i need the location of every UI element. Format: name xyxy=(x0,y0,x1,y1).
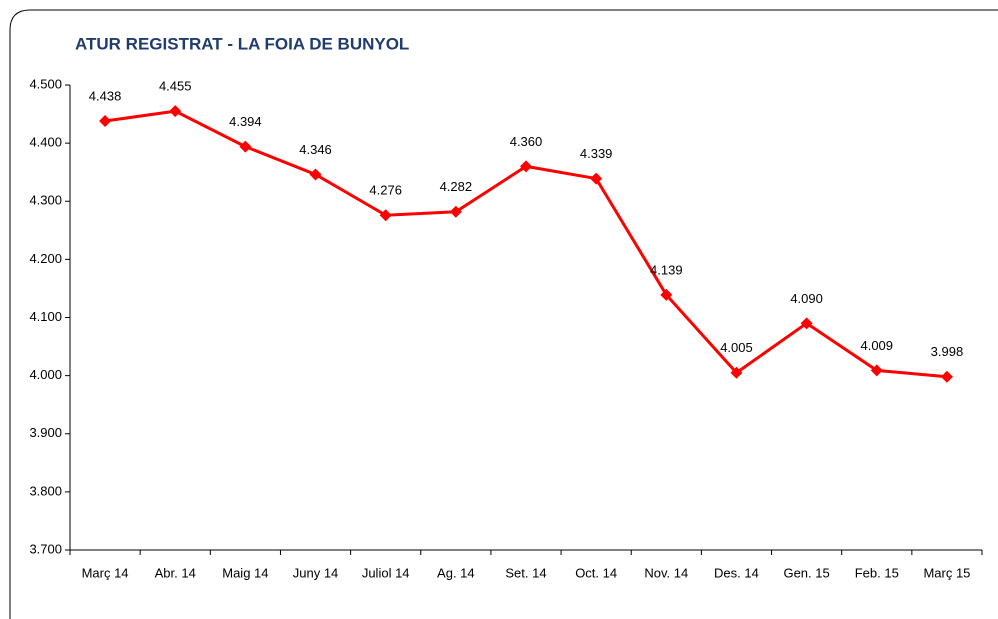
x-tick-label: Gen. 15 xyxy=(783,565,829,580)
x-tick-label: Març 15 xyxy=(923,565,970,580)
data-label: 4.455 xyxy=(159,79,192,94)
y-tick-label: 4.300 xyxy=(29,193,62,208)
point-marker xyxy=(800,317,813,330)
y-tick-label: 4.400 xyxy=(29,135,62,150)
point-marker xyxy=(870,364,883,377)
point-marker xyxy=(590,172,603,185)
point-marker xyxy=(379,209,392,222)
y-tick-label: 3.900 xyxy=(29,425,62,440)
y-tick-label: 3.700 xyxy=(29,541,62,556)
x-tick-label: Ag. 14 xyxy=(437,565,475,580)
x-tick-label: Abr. 14 xyxy=(155,565,196,580)
data-label: 3.998 xyxy=(931,344,964,359)
point-marker xyxy=(730,366,743,379)
point-marker xyxy=(309,168,322,181)
point-marker xyxy=(239,140,252,153)
y-tick-label: 4.100 xyxy=(29,309,62,324)
y-tick-label: 4.200 xyxy=(29,251,62,266)
point-marker xyxy=(99,115,112,128)
point-marker xyxy=(520,160,532,173)
data-label: 4.346 xyxy=(299,142,332,157)
data-label: 4.276 xyxy=(369,183,402,198)
point-marker xyxy=(940,370,953,383)
x-tick-label: Feb. 15 xyxy=(855,565,899,580)
point-marker xyxy=(169,105,182,118)
data-label: 4.438 xyxy=(89,88,122,103)
x-tick-label: Nov. 14 xyxy=(644,565,688,580)
data-label: 4.139 xyxy=(650,262,683,277)
data-label: 4.360 xyxy=(510,134,543,149)
data-label: 4.282 xyxy=(440,179,473,194)
x-tick-label: Juliol 14 xyxy=(362,565,410,580)
x-tick-label: Oct. 14 xyxy=(575,565,617,580)
y-tick-label: 4.500 xyxy=(29,76,62,91)
x-tick-label: Juny 14 xyxy=(293,565,339,580)
y-tick-label: 4.000 xyxy=(29,367,62,382)
chart-title: ATUR REGISTRAT - LA FOIA DE BUNYOL xyxy=(75,34,409,53)
data-label: 4.090 xyxy=(790,291,823,306)
data-label: 4.339 xyxy=(580,146,613,161)
x-tick-label: Març 14 xyxy=(82,565,129,580)
y-tick-label: 3.800 xyxy=(29,483,62,498)
series-line xyxy=(104,109,948,379)
chart-frame xyxy=(9,9,998,619)
x-tick-label: Set. 14 xyxy=(505,565,546,580)
x-tick-label: Maig 14 xyxy=(222,565,268,580)
point-marker xyxy=(660,288,673,301)
data-label: 4.394 xyxy=(229,114,262,129)
data-label: 4.009 xyxy=(860,338,893,353)
data-label: 4.005 xyxy=(720,340,753,355)
point-marker xyxy=(449,205,462,218)
x-tick-label: Des. 14 xyxy=(714,565,759,580)
